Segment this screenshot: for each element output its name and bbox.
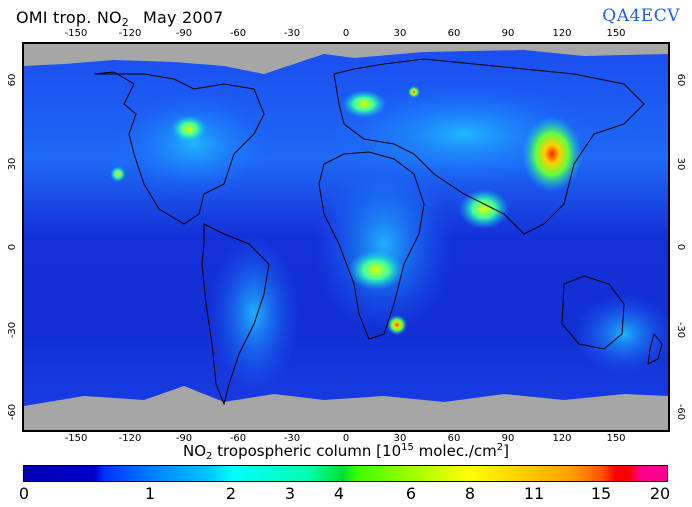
lat-tick-right: 30 [675, 157, 686, 171]
title-date: May 2007 [143, 8, 224, 27]
lon-tick-top: -150 [64, 28, 88, 39]
lon-tick-top: -30 [283, 28, 301, 39]
lat-tick-left: 0 [7, 243, 18, 251]
lat-tick-left: -30 [7, 321, 18, 339]
lon-tick-bottom: 90 [501, 433, 515, 444]
colorbar-tick: 3 [284, 484, 296, 503]
no2-map [22, 42, 670, 432]
lat-tick-right: -60 [675, 403, 686, 421]
lat-tick-right: 0 [675, 243, 686, 251]
lon-tick-bottom: 60 [447, 433, 461, 444]
colorbar-tick: 0 [18, 484, 30, 503]
colorbar-label-unit: molec./cm [413, 442, 497, 460]
lon-tick-bottom: 30 [393, 433, 407, 444]
colorbar-tick: 2 [225, 484, 237, 503]
colorbar-label-exponent: 15 [401, 442, 414, 453]
lat-tick-left: -60 [7, 403, 18, 421]
colorbar-tick: 6 [405, 484, 417, 503]
colorbar-tick: 15 [590, 484, 612, 503]
lon-tick-bottom: 150 [606, 433, 626, 444]
lon-tick-bottom: 120 [552, 433, 572, 444]
colorbar-tick: 8 [464, 484, 476, 503]
colorbar-tick: 4 [333, 484, 345, 503]
colorbar [23, 465, 668, 482]
lon-tick-top: 60 [447, 28, 461, 39]
lon-tick-bottom: -150 [64, 433, 88, 444]
colorbar-label-unit-exponent: 2 [496, 442, 504, 453]
title-subscript: 2 [121, 16, 129, 29]
lon-tick-top: 90 [501, 28, 515, 39]
lon-tick-top: 30 [393, 28, 407, 39]
lon-tick-top: 0 [342, 28, 350, 39]
lon-tick-bottom: -120 [118, 433, 142, 444]
lat-tick-left: 30 [7, 157, 18, 171]
lat-tick-left: 60 [7, 73, 18, 87]
lat-tick-right: 60 [675, 73, 686, 87]
lon-tick-bottom: -90 [175, 433, 193, 444]
map-canvas [24, 44, 668, 430]
colorbar-label-subscript: 2 [206, 451, 213, 462]
colorbar-tick: 1 [144, 484, 156, 503]
lon-tick-bottom: -30 [283, 433, 301, 444]
colorbar-label: NO2 tropospheric column [1015 molec./cm2… [0, 442, 692, 462]
title-prefix: OMI trop. NO [16, 8, 122, 27]
colorbar-label-prefix: NO [183, 442, 207, 460]
lon-tick-top: -60 [229, 28, 247, 39]
colorbar-label-middle: tropospheric column [10 [212, 442, 402, 460]
colorbar-tick: 20 [649, 484, 671, 503]
lat-tick-right: -30 [675, 321, 686, 339]
lon-tick-bottom: -60 [229, 433, 247, 444]
lon-tick-top: -120 [118, 28, 142, 39]
lon-tick-bottom: 0 [342, 433, 350, 444]
colorbar-tick: 11 [523, 484, 545, 503]
chart-title: OMI trop. NO2 May 2007 [16, 8, 223, 29]
brand-label: QA4ECV [602, 6, 680, 26]
lon-tick-top: 150 [606, 28, 626, 39]
lon-tick-top: 120 [552, 28, 572, 39]
colorbar-label-end: ] [503, 442, 509, 460]
lon-tick-top: -90 [175, 28, 193, 39]
